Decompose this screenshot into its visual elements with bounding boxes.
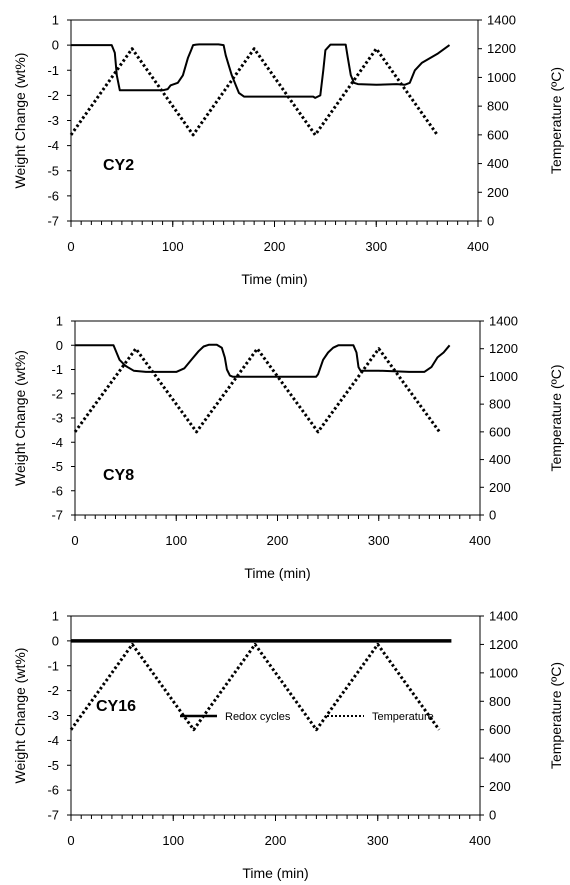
y-right-tick-label: 0 (487, 214, 494, 229)
x-tick-label: 200 (265, 833, 287, 848)
y-right-tick-label: 800 (489, 694, 511, 709)
temperature-line (69, 47, 439, 137)
y-left-tick-label: -3 (51, 411, 63, 426)
y-right-tick-label: 400 (487, 156, 509, 171)
legend: Redox cycles Temperature (180, 711, 434, 723)
y-right-tick-label: 1400 (489, 609, 518, 624)
y-left-tick-label: -2 (47, 683, 59, 698)
y-right-tick-label: 1200 (489, 341, 518, 356)
chart-panel-2: 0 100 200 300 400 1 0 -1 -2 -3 -4 -5 -6 -7 1400 1200 100… (12, 314, 564, 582)
x-axis-title: Time (min) (241, 271, 307, 287)
y-right-tick-label: 1000 (489, 369, 518, 384)
y-right-tick-label: 1200 (489, 637, 518, 652)
y-left-tick-label: 1 (52, 609, 59, 624)
panel-label: CY8 (103, 467, 134, 484)
y-left-tick-label: -6 (47, 783, 59, 798)
y-right-tick-label: 1000 (487, 70, 516, 85)
y-right-axis-title: Temperature (ºC) (548, 67, 564, 174)
y-right-tick-label: 600 (489, 722, 511, 737)
y-right-tick-label: 1400 (489, 314, 518, 329)
y-left-axis-title: Weight Change (wt%) (12, 53, 28, 189)
x-tick-label: 200 (267, 533, 289, 548)
x-tick-label: 200 (264, 239, 286, 254)
y-right-tick-label: 1400 (487, 13, 516, 28)
y-left-tick-label: -4 (51, 435, 63, 450)
panel-label: CY16 (96, 698, 136, 715)
chart-panel-3: 0 100 200 300 400 1 0 -1 -2 -3 -4 -5 -6 -7 1400 1200 100… (12, 609, 564, 882)
y-right-tick-label: 400 (489, 452, 511, 467)
y-right-tick-label: 1000 (489, 665, 518, 680)
y-left-tick-label: 1 (52, 13, 59, 28)
y-right-tick-label: 200 (489, 779, 511, 794)
x-axis-title: Time (min) (242, 865, 308, 881)
x-axis-title: Time (min) (244, 565, 310, 581)
y-left-axis-title: Weight Change (wt%) (12, 350, 28, 486)
weight-change-line (75, 343, 451, 378)
x-tick-label: 0 (71, 533, 78, 548)
x-tick-label: 100 (165, 533, 187, 548)
x-tick-label: 300 (367, 833, 389, 848)
y-left-tick-label: -1 (47, 658, 59, 673)
y-right-tick-label: 600 (489, 424, 511, 439)
x-tick-label: 0 (67, 239, 74, 254)
y-left-tick-label: -6 (47, 188, 59, 203)
y-right-tick-label: 400 (489, 751, 511, 766)
y-right-tick-label: 1200 (487, 41, 516, 56)
y-left-tick-label: -5 (47, 163, 59, 178)
y-left-tick-label: -4 (47, 138, 59, 153)
x-tick-label: 400 (467, 239, 489, 254)
y-left-tick-label: -2 (51, 386, 63, 401)
legend-label-temperature: Temperature (372, 711, 434, 723)
y-left-tick-label: -5 (51, 459, 63, 474)
y-left-tick-label: 1 (56, 314, 63, 329)
y-left-tick-label: 0 (56, 338, 63, 353)
x-tick-label: 100 (162, 833, 184, 848)
y-right-axis-title: Temperature (ºC) (548, 364, 564, 471)
y-left-tick-label: -3 (47, 113, 59, 128)
legend-label-redox: Redox cycles (225, 711, 291, 723)
y-left-tick-label: -3 (47, 708, 59, 723)
y-left-tick-label: -7 (47, 214, 59, 229)
y-right-tick-label: 600 (487, 127, 509, 142)
y-left-axis-title: Weight Change (wt%) (12, 648, 28, 784)
chart-panel-1: 0 100 200 300 400 1 0 -1 -2 -3 -4 -5 -6 -7 1400 1200 100… (12, 13, 564, 288)
y-left-tick-label: -1 (47, 63, 59, 78)
y-right-tick-label: 800 (487, 99, 509, 114)
y-left-tick-label: -4 (47, 733, 59, 748)
y-left-tick-label: -6 (51, 483, 63, 498)
y-left-tick-label: -7 (51, 508, 63, 523)
x-tick-label: 100 (162, 239, 184, 254)
y-right-tick-label: 0 (489, 808, 496, 823)
y-left-tick-label: -2 (47, 88, 59, 103)
temperature-line (73, 347, 441, 434)
x-tick-label: 400 (469, 833, 491, 848)
y-left-tick-label: -5 (47, 758, 59, 773)
y-right-tick-label: 200 (489, 480, 511, 495)
x-tick-label: 400 (469, 533, 491, 548)
weight-change-line (71, 43, 451, 99)
y-right-tick-label: 200 (487, 185, 509, 200)
x-tick-label: 300 (365, 239, 387, 254)
x-tick-label: 0 (67, 833, 74, 848)
x-tick-label: 300 (368, 533, 390, 548)
y-left-tick-label: -1 (51, 362, 63, 377)
temperature-line (69, 642, 441, 732)
y-right-tick-label: 800 (489, 397, 511, 412)
y-left-tick-label: 0 (52, 633, 59, 648)
y-left-tick-label: -7 (47, 808, 59, 823)
panel-label: CY2 (103, 157, 134, 174)
y-right-axis-title: Temperature (ºC) (548, 662, 564, 769)
y-left-tick-label: 0 (52, 38, 59, 53)
y-right-tick-label: 0 (489, 508, 496, 523)
